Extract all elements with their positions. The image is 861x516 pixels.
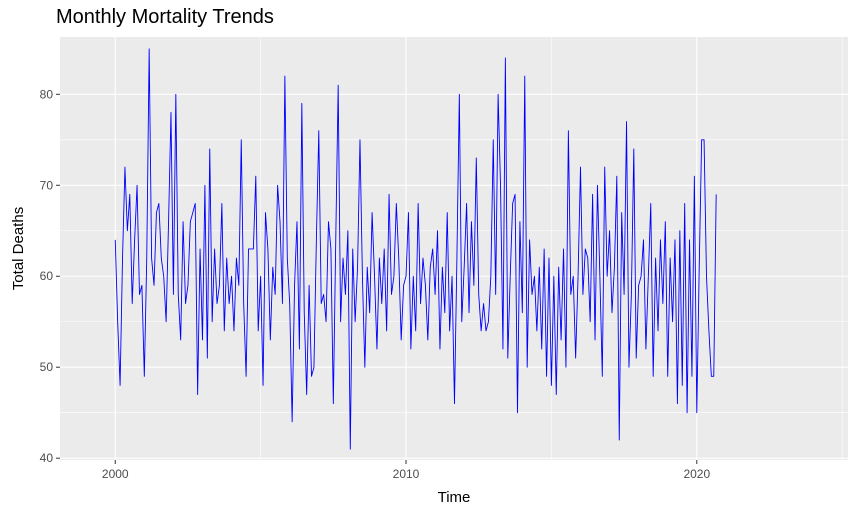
y-tick-label: 80 bbox=[40, 87, 54, 101]
y-axis-title: Total Deaths bbox=[10, 207, 27, 290]
y-tick-label: 70 bbox=[40, 178, 54, 192]
y-tick-label: 60 bbox=[40, 269, 54, 283]
y-tick-label: 40 bbox=[40, 451, 54, 465]
x-tick-label: 2010 bbox=[393, 467, 420, 481]
x-tick-label: 2020 bbox=[683, 467, 710, 481]
x-axis-title: Time bbox=[438, 489, 471, 506]
chart-title: Monthly Mortality Trends bbox=[56, 6, 274, 28]
y-tick-label: 50 bbox=[40, 360, 54, 374]
x-tick-label: 2000 bbox=[102, 467, 129, 481]
series-line bbox=[114, 48, 717, 450]
